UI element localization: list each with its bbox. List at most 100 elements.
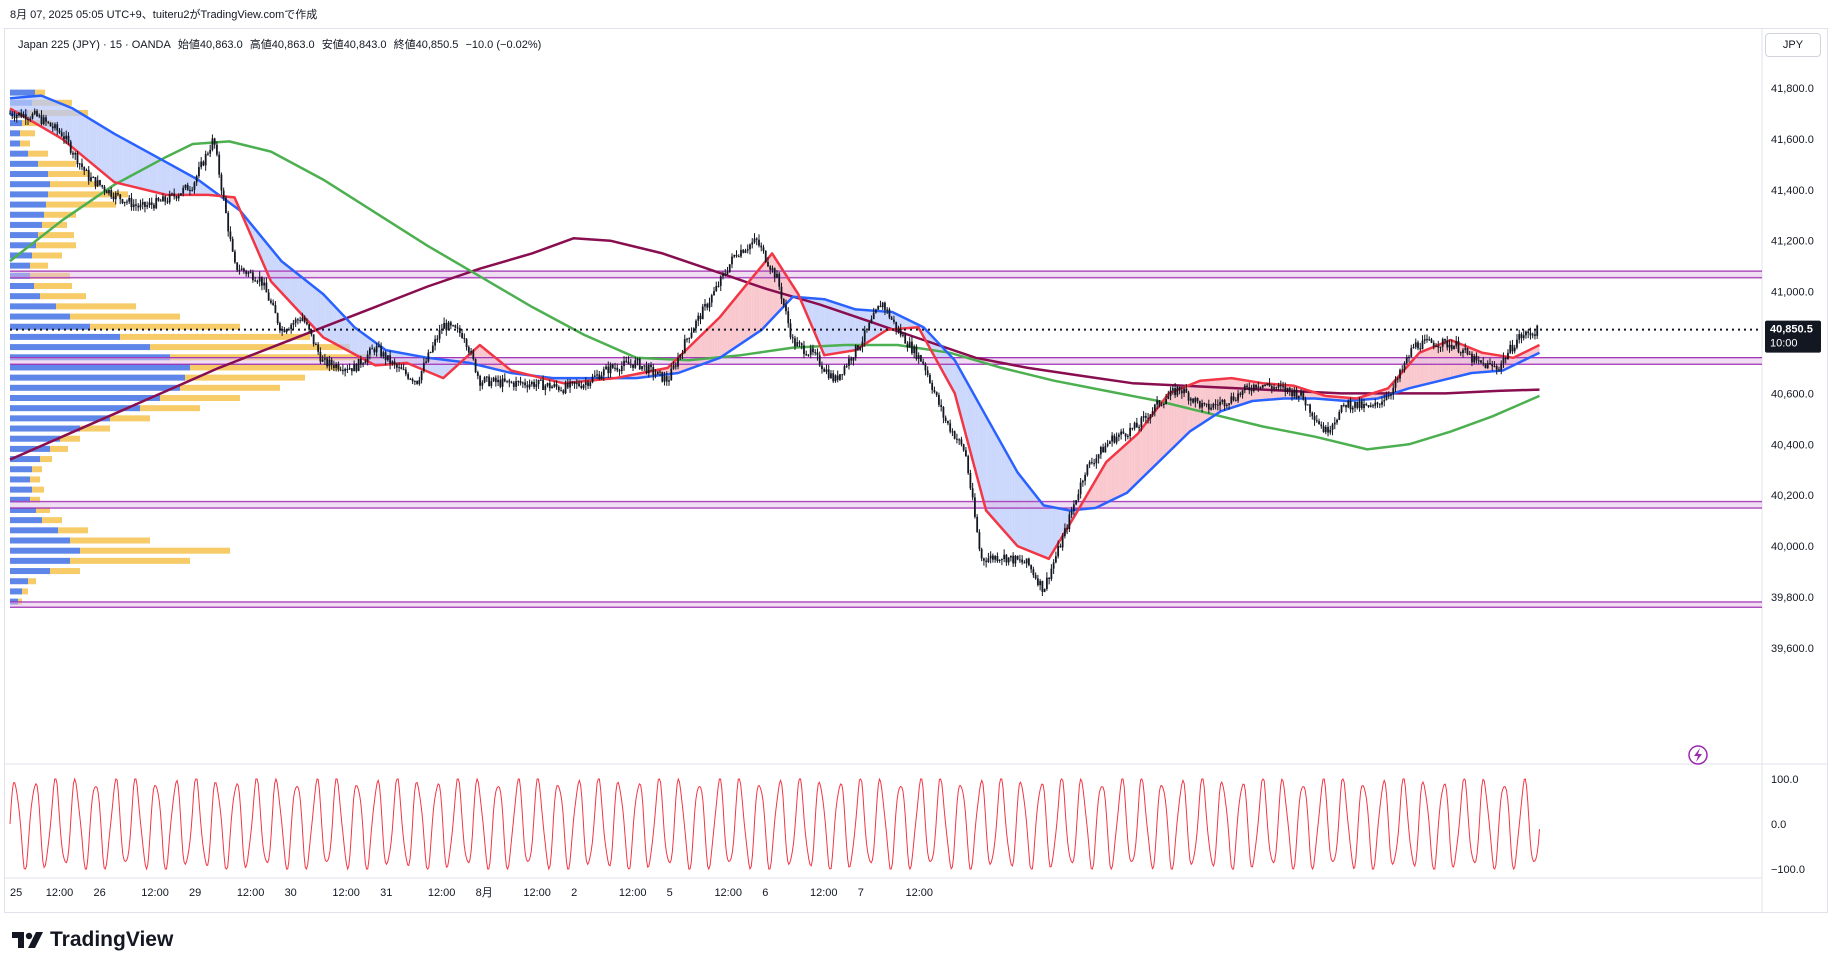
vp-down-bar <box>180 384 280 391</box>
candle-body <box>681 353 684 355</box>
cloud-segment <box>1001 444 1005 532</box>
candle-body <box>139 204 142 208</box>
candle-body <box>24 114 27 120</box>
candle-body <box>715 285 718 292</box>
candle-body <box>1475 355 1478 361</box>
cloud-segment <box>114 133 118 183</box>
vp-up-bar <box>10 232 38 239</box>
candle-body <box>452 325 454 327</box>
candle-body <box>1223 400 1226 406</box>
candle-body <box>875 309 877 313</box>
low-label: 安値 <box>321 39 344 51</box>
candle-body <box>225 197 227 214</box>
open-value: 40,863.0 <box>199 39 243 51</box>
cloud-segment <box>1129 438 1133 491</box>
candle-body <box>1309 404 1311 413</box>
candle-body <box>611 364 614 368</box>
candle-body <box>969 473 972 489</box>
candle-body <box>971 488 974 498</box>
horizontal-levels[interactable] <box>10 270 1762 608</box>
candle-body <box>63 136 65 140</box>
candle-body <box>128 197 131 202</box>
cloud-segment <box>179 169 183 195</box>
vp-up-bar <box>10 344 150 351</box>
cloud-segment <box>970 388 974 462</box>
cloud-segment <box>722 310 726 357</box>
candle-body <box>670 368 673 381</box>
candle-body <box>584 382 587 385</box>
candle-body <box>591 376 594 383</box>
candle-body <box>1230 396 1233 404</box>
candle-body <box>1347 400 1350 408</box>
candle-body <box>1075 500 1078 505</box>
candle-body <box>456 327 459 329</box>
candle-body <box>645 365 648 374</box>
candle-body <box>114 193 117 200</box>
candle-body <box>54 124 56 129</box>
cloud-segment <box>346 318 350 352</box>
candle-body <box>1327 426 1329 433</box>
cloud-segment <box>821 299 825 356</box>
price-axis[interactable]: 41,800.0 41,600.0 41,400.0 41,200.0 41,000.0… <box>1771 83 1814 655</box>
ema-blue-line <box>9 94 1541 512</box>
candle-body <box>56 124 59 131</box>
candle-body <box>191 189 194 191</box>
vp-up-bar <box>10 211 44 218</box>
cloud-segment <box>740 288 744 344</box>
last-time-label: 10:00 <box>1770 338 1798 350</box>
candle-body <box>575 383 578 385</box>
candle-body <box>758 239 760 246</box>
cloud-segment <box>351 324 355 355</box>
candle-body <box>553 384 556 387</box>
candle-body <box>881 302 884 308</box>
candle-body <box>947 420 949 424</box>
volume-profile <box>10 89 380 605</box>
cloud-segment <box>72 108 76 150</box>
cloud-segment <box>1406 364 1409 390</box>
currency-button[interactable]: JPY <box>1765 33 1821 57</box>
tradingview-mark-icon <box>12 930 44 950</box>
candle-body <box>737 256 740 258</box>
time-tick-label: 12:00 <box>46 887 74 899</box>
lightning-icon[interactable] <box>1688 745 1708 765</box>
candle-body <box>1135 422 1138 428</box>
vp-up-bar <box>10 557 70 564</box>
candle-body <box>308 324 311 330</box>
candle-body <box>958 439 961 441</box>
candle-body <box>1189 398 1192 401</box>
candle-body <box>1270 386 1273 389</box>
candle-body <box>690 332 693 338</box>
candle-body <box>1210 407 1212 410</box>
candle-body <box>677 357 679 367</box>
cloud-segment <box>90 119 94 165</box>
candle-body <box>339 369 342 371</box>
candle-body <box>411 379 414 382</box>
cloud-segment <box>333 305 337 345</box>
time-tick-label: 12:00 <box>523 887 551 899</box>
cloud-segment <box>349 321 352 353</box>
time-axis[interactable]: 25 12:00 26 12:00 29 12:00 30 12:00 31 12:00 8月 12:… <box>10 887 933 899</box>
tradingview-logo[interactable]: TradingView <box>12 928 173 952</box>
candle-body <box>1513 347 1516 352</box>
candle-body <box>1124 433 1127 437</box>
vp-up-bar <box>10 221 42 228</box>
candle-body <box>1518 334 1521 340</box>
cloud-segment <box>973 392 976 472</box>
candle-body <box>256 281 259 283</box>
cloud-segment <box>312 285 316 330</box>
cloud-segment <box>174 166 178 195</box>
symbol-name[interactable]: Japan 225 (JPY) · 15 · OANDA <box>18 39 171 51</box>
candle-body <box>1437 345 1440 348</box>
candle-body <box>364 361 367 364</box>
candle-body <box>742 249 745 253</box>
vp-down-bar <box>70 557 190 564</box>
candle-body <box>816 352 819 356</box>
cloud-segment <box>991 425 994 520</box>
vp-down-bar <box>190 364 340 371</box>
time-tick-label: 12:00 <box>619 887 647 899</box>
cloud-segment <box>284 263 287 299</box>
cloud-segment <box>1422 350 1425 386</box>
candle-body <box>368 348 371 355</box>
candle-body <box>733 254 736 257</box>
